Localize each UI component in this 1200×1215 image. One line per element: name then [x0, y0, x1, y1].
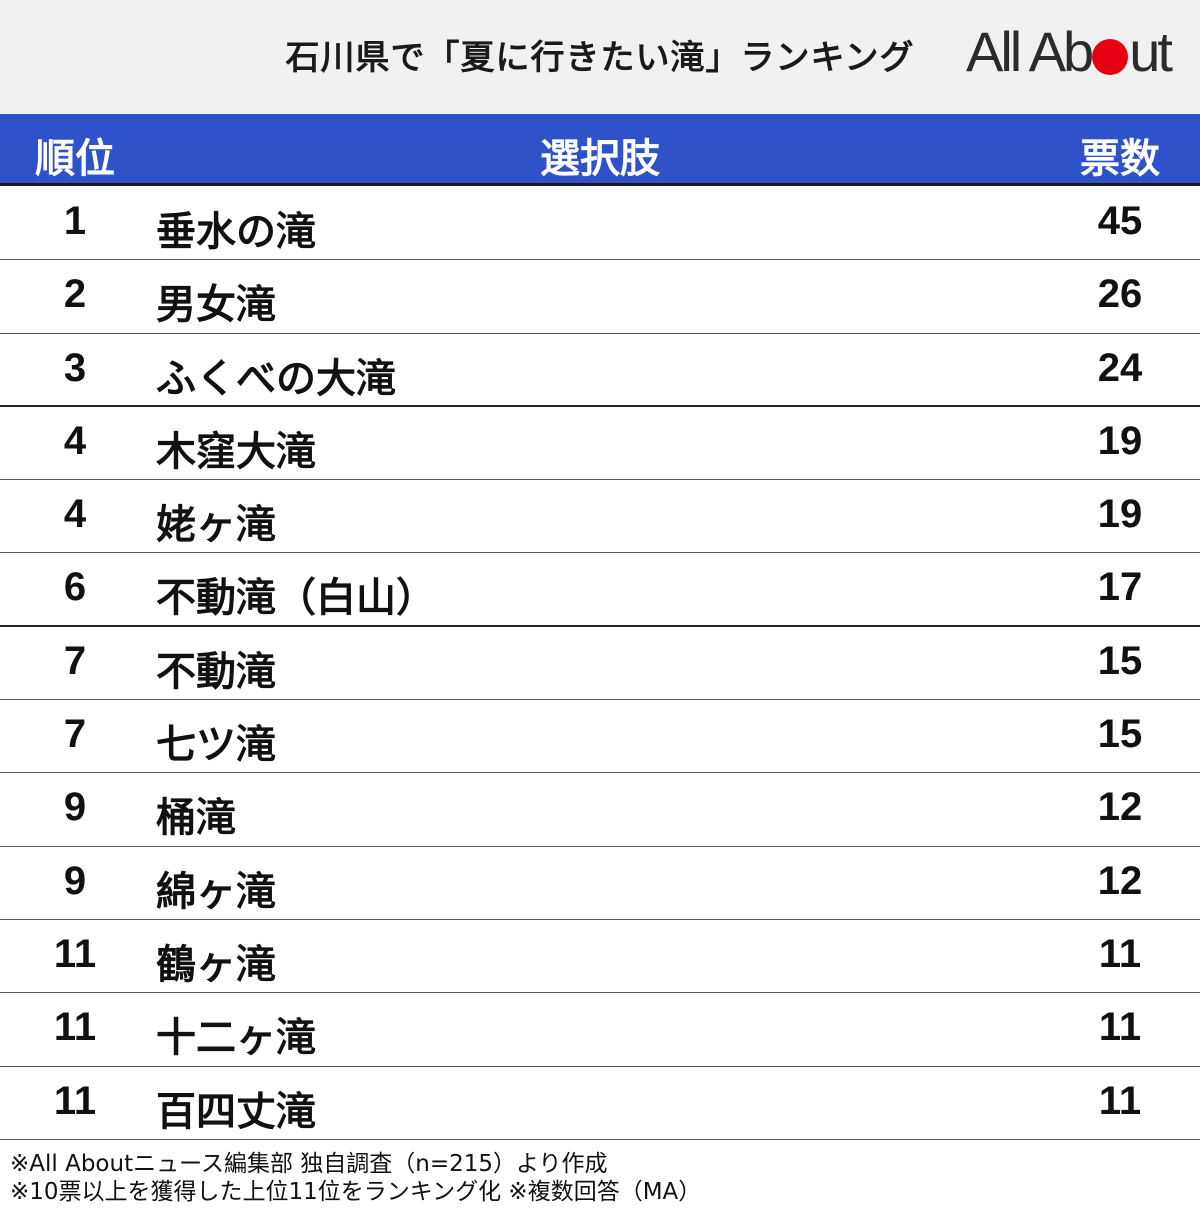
- table-row: 11 鶴ヶ滝 11: [0, 920, 1200, 994]
- table-row: 4 姥ヶ滝 19: [0, 480, 1200, 554]
- rank-cell: 2: [63, 272, 87, 317]
- votes-cell: 26: [1097, 272, 1143, 317]
- choice-cell: ふくべの大滝: [156, 355, 396, 402]
- table-header: 順位 選択肢 票数: [0, 114, 1200, 186]
- votes-cell: 45: [1097, 199, 1143, 243]
- table-row: 6 不動滝（白山） 17: [0, 553, 1200, 627]
- header-rank: 順位: [35, 136, 115, 182]
- votes-cell: 15: [1097, 638, 1143, 683]
- page-title: 石川県で「夏に行きたい滝」ランキング: [285, 38, 915, 78]
- rank-cell: 9: [63, 858, 87, 903]
- votes-cell: 24: [1097, 345, 1143, 390]
- choice-cell: 桶滝: [156, 795, 236, 842]
- choice-cell: 木窪大滝: [156, 428, 316, 475]
- rank-cell: 6: [63, 565, 87, 610]
- votes-cell: 12: [1097, 858, 1143, 903]
- rank-cell: 7: [63, 712, 87, 757]
- table-row: 9 綿ヶ滝 12: [0, 847, 1200, 920]
- votes-cell: 15: [1097, 712, 1143, 757]
- logo-text-right: ut: [1129, 20, 1173, 83]
- table-row: 1 垂水の滝 45: [0, 187, 1200, 261]
- table-row: 2 男女滝 26: [0, 260, 1200, 334]
- votes-cell: 11: [1098, 1005, 1142, 1050]
- rank-cell: 11: [53, 1005, 97, 1050]
- logo-text-left: All Ab: [966, 20, 1094, 83]
- choice-cell: 綿ヶ滝: [156, 868, 276, 915]
- method-note: ※10票以上を獲得した上位11位をランキング化 ※複数回答（MA）: [10, 1179, 702, 1205]
- ranking-table: 1 垂水の滝 45 2 男女滝 26 3 ふくべの大滝 24 4 木窪大滝 19…: [0, 187, 1200, 1140]
- choice-cell: 垂水の滝: [156, 209, 316, 255]
- votes-cell: 17: [1097, 565, 1143, 610]
- table-row: 9 桶滝 12: [0, 773, 1200, 847]
- choice-cell: 姥ヶ滝: [156, 502, 276, 549]
- all-about-logo: All Ab ut: [966, 20, 1173, 83]
- choice-cell: 不動滝: [156, 648, 276, 695]
- votes-cell: 11: [1098, 931, 1142, 976]
- rank-cell: 3: [63, 345, 87, 390]
- rank-cell: 7: [63, 638, 87, 683]
- rank-cell: 4: [63, 418, 87, 463]
- header-choice: 選択肢: [540, 136, 660, 182]
- logo-red-dot-icon: [1092, 39, 1129, 75]
- choice-cell: 不動滝（白山）: [156, 575, 436, 622]
- rank-cell: 9: [63, 785, 87, 830]
- choice-cell: 男女滝: [156, 282, 276, 329]
- rank-cell: 1: [63, 199, 87, 243]
- votes-cell: 11: [1098, 1078, 1142, 1123]
- table-row: 11 十二ヶ滝 11: [0, 993, 1200, 1067]
- choice-cell: 七ツ滝: [156, 722, 276, 769]
- header-votes: 票数: [1080, 136, 1160, 182]
- table-row: 11 百四丈滝 11: [0, 1067, 1200, 1140]
- table-row: 7 不動滝 15: [0, 627, 1200, 701]
- votes-cell: 12: [1097, 785, 1143, 830]
- table-row: 3 ふくべの大滝 24: [0, 334, 1200, 407]
- footnotes: ※All Aboutニュース編集部 独自調査（n=215）より作成 ※10票以上…: [10, 1150, 701, 1206]
- choice-cell: 鶴ヶ滝: [156, 941, 276, 988]
- table-row: 4 木窪大滝 19: [0, 407, 1200, 481]
- choice-cell: 十二ヶ滝: [156, 1015, 316, 1062]
- rank-cell: 11: [53, 1078, 97, 1123]
- rank-cell: 11: [53, 931, 97, 976]
- title-banner: 石川県で「夏に行きたい滝」ランキング All Ab ut: [0, 0, 1200, 114]
- rank-cell: 4: [63, 492, 87, 537]
- votes-cell: 19: [1097, 418, 1143, 463]
- source-note: ※All Aboutニュース編集部 独自調査（n=215）より作成: [10, 1151, 608, 1177]
- votes-cell: 19: [1097, 492, 1143, 537]
- choice-cell: 百四丈滝: [156, 1088, 316, 1135]
- table-row: 7 七ツ滝 15: [0, 700, 1200, 774]
